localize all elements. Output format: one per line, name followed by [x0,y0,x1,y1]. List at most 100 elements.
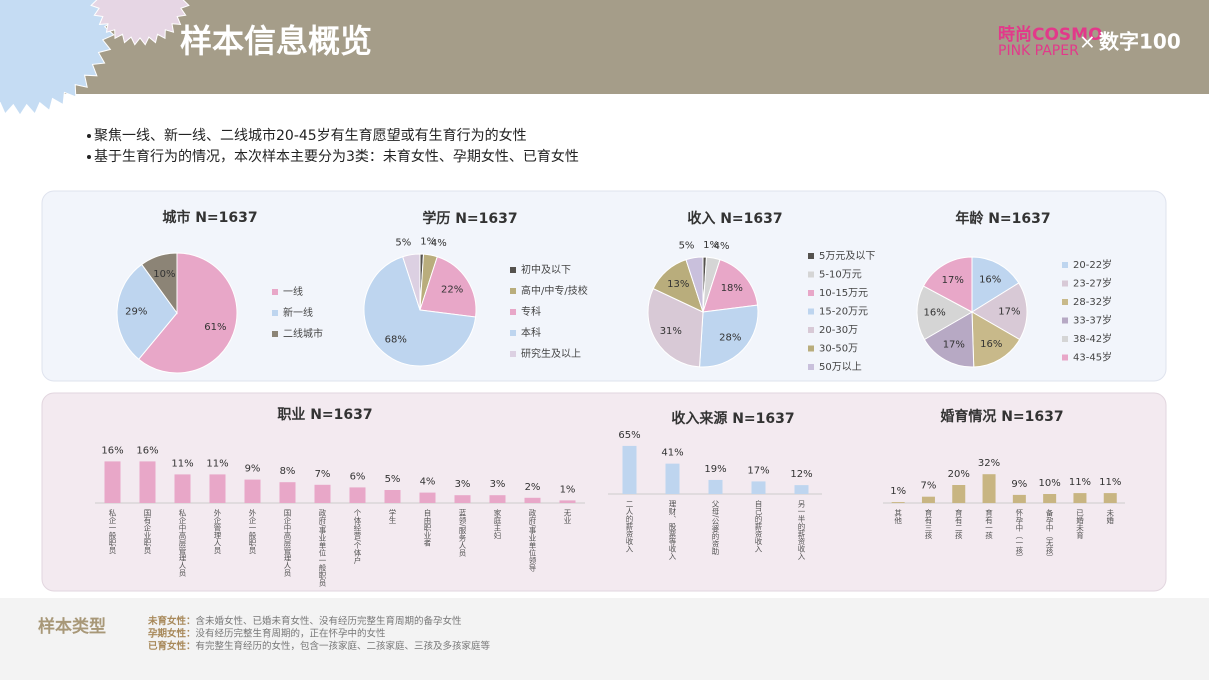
header-band [0,0,1209,94]
data-label: 5% [679,241,695,252]
legend-label: 二线城市 [283,327,323,340]
bar [708,479,723,494]
data-label: 1% [420,237,436,248]
bar [454,495,471,503]
data-label: 16% [101,445,123,456]
x-tick-label: 学生 [388,508,397,525]
legend-swatch [1062,336,1068,342]
bar [559,500,576,503]
data-label: 4% [420,477,436,488]
legend-swatch [510,288,516,294]
pie-slice [699,304,759,368]
legend-swatch [510,330,516,336]
x-tick-label: 父母/公婆的资助 [711,500,720,556]
data-label: 7% [315,469,331,480]
bar [622,445,637,494]
x-tick-label: 私企一般职员 [108,509,117,556]
data-label: 12% [790,469,812,480]
bar [921,496,935,503]
footer-text: 有完整生育经历的女性，包含一孩家庭、二孩家庭、三孩及多孩家庭等 [196,640,491,652]
data-label: 5% [385,474,401,485]
legend-label: 23-27岁 [1073,277,1112,290]
data-label: 17% [998,306,1020,317]
footer-band [0,598,1209,680]
pie-slice [647,287,704,368]
data-label: 41% [661,448,683,459]
panel [41,392,1167,592]
data-label: 19% [704,464,726,475]
pie-slice [138,252,238,374]
legend-label: 10-15万元 [819,288,868,299]
legend-swatch [272,331,278,337]
legend-label: 43-45岁 [1073,351,1112,364]
data-label: 20% [948,469,970,480]
data-label: 17% [942,275,964,286]
x-tick-label: 国企中高层管理人员 [283,509,292,578]
data-label: 13% [667,279,689,290]
pie-slice [971,311,1021,368]
x-tick-label: 个体经营/个体户 [353,509,362,566]
data-label: 16% [979,274,1001,285]
bar [209,474,226,503]
chart-title: 收入来源 N=1637 [671,410,794,427]
footer-text: 含未婚女性、已婚未育女性、没有经历完整生育周期的备孕女性 [196,615,463,627]
data-label: 68% [385,334,407,345]
data-label: 1% [890,486,906,497]
legend-label: 专科 [521,305,541,318]
chart-title: 年龄 N=1637 [955,210,1050,227]
data-label: 11% [206,458,228,469]
legend-swatch [1062,262,1068,268]
data-label: 16% [136,445,158,456]
data-label: 61% [204,322,226,333]
data-label: 4% [431,238,447,249]
data-label: 3% [455,479,471,490]
data-label: 11% [1099,477,1121,488]
data-label: 28% [719,333,741,344]
x-tick-label: 外企一般职员 [248,508,257,556]
legend-swatch [1062,280,1068,287]
bar [1043,494,1057,503]
chart-title: 学历 N=1637 [422,210,517,227]
legend-label: 新一线 [283,306,313,319]
x-tick-label: 外企管理人员 [213,508,222,556]
bar [384,490,401,503]
data-label: 7% [921,481,937,492]
legend-swatch [808,345,814,352]
panel [41,190,1167,382]
x-tick-label: 自由职业者 [423,508,432,548]
bullet-text: 基于生育行为的情况，本次样本主要分为3类：未育女性、孕期女性、已育女性 [94,148,579,165]
bar [524,497,541,503]
legend-swatch [510,267,516,273]
data-label: 16% [923,308,945,319]
chart-title: 职业 N=1637 [277,407,372,423]
pie-slice [971,282,1028,341]
data-label: 32% [978,458,1000,469]
page-title: 样本信息概览 [180,22,372,60]
data-label: 5% [395,238,411,249]
legend-swatch [272,289,278,295]
pie-slice [685,256,704,313]
chart-title: 收入 N=1637 [687,210,782,227]
data-label: 2% [525,482,541,493]
bar [279,482,296,503]
data-label: 10% [153,269,175,280]
legend-swatch [808,308,814,315]
bar [174,474,191,503]
data-label: 9% [245,464,261,475]
data-label: 6% [350,471,366,482]
x-tick-label: 另一半的薪资收入 [797,500,806,561]
bar [489,495,506,503]
bar [751,481,766,494]
bar [1012,494,1026,503]
footer-term: 未育女性： [147,615,196,627]
pie-slice [916,285,974,341]
bullet-dot [87,155,91,159]
pie-slice [363,256,477,367]
data-label: 65% [618,430,640,441]
legend-label: 本科 [521,326,541,339]
pie-slice [116,263,178,360]
data-label: 17% [943,340,965,351]
x-tick-label: 政府/事业单位领导 [528,508,537,572]
data-label: 17% [747,465,769,476]
